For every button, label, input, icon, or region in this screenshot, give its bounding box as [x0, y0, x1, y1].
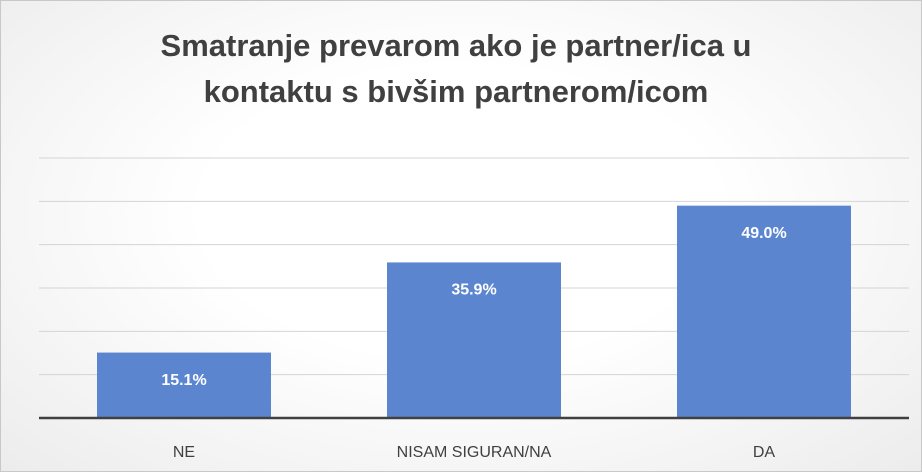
chart-title: Smatranje prevarom ako je partner/ica u … [160, 28, 752, 109]
bar [677, 205, 851, 418]
x-tick-label: DA [753, 444, 776, 461]
bar [97, 352, 271, 418]
x-tick-label: NE [173, 444, 195, 461]
data-label: 35.9% [451, 282, 496, 299]
bar [387, 262, 561, 418]
data-label: 49.0% [741, 225, 786, 242]
data-label: 15.1% [161, 372, 206, 389]
x-tick-label: NISAM SIGURAN/NA [397, 444, 552, 461]
